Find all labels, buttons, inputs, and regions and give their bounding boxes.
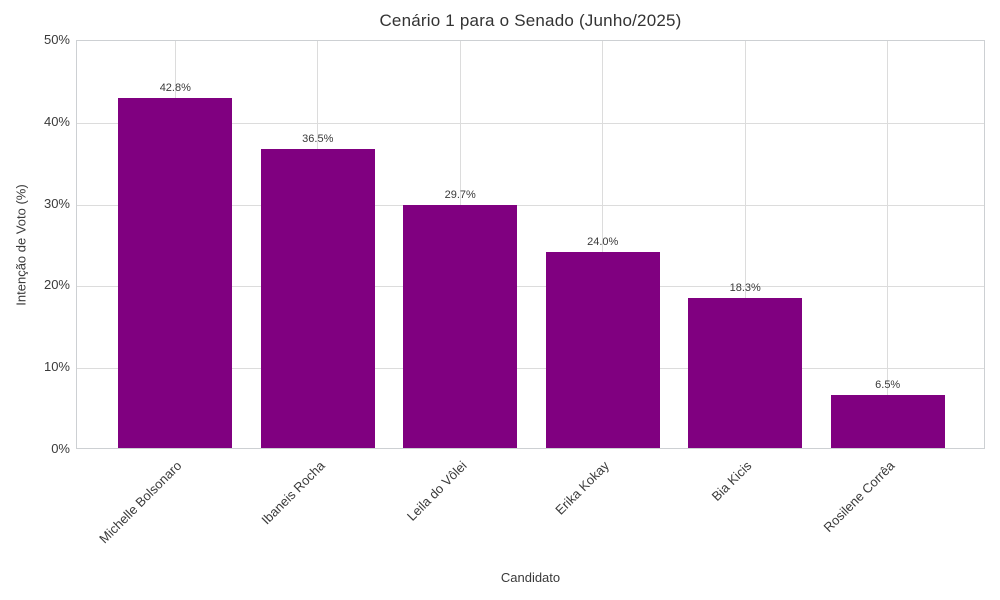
- x-tick-label: Rosilene Corrêa: [820, 458, 898, 536]
- y-tick-label: 20%: [43, 277, 70, 293]
- horizontal-gridline: [77, 122, 984, 124]
- bar: [545, 251, 660, 448]
- y-tick-label: 40%: [43, 113, 70, 129]
- x-axis-tick-labels: Michelle Bolsonaro Ibaneis Rocha Leila do …: [76, 451, 985, 566]
- vertical-gridline: [602, 41, 604, 448]
- x-tick-label: Leila do Vôlei: [404, 458, 470, 524]
- bar: [118, 97, 233, 448]
- vertical-gridline: [744, 41, 746, 448]
- bar-value-label: 36.5%: [302, 133, 334, 146]
- plot-area: 42.8% 36.5% 29.7% 24.0% 18.3% 6.5%: [76, 40, 985, 449]
- horizontal-gridline: [77, 368, 984, 370]
- x-tick-label: Erika Kokay: [552, 458, 613, 518]
- x-axis-title: Candidato: [500, 570, 561, 585]
- bar-value-label: 18.3%: [729, 282, 761, 295]
- bar-value-label: 6.5%: [875, 378, 901, 391]
- x-tick-label: Bia Kicis: [708, 458, 755, 504]
- y-tick-label: 10%: [43, 359, 70, 375]
- horizontal-gridline: [77, 286, 984, 288]
- bar-value-label: 29.7%: [444, 189, 476, 202]
- bar: [260, 149, 375, 448]
- y-tick-label: 30%: [43, 195, 70, 211]
- bar: [830, 394, 945, 448]
- x-tick-label: Michelle Bolsonaro: [96, 458, 185, 547]
- bar-value-label: 24.0%: [587, 235, 619, 248]
- bar-value-label: 42.8%: [159, 81, 191, 94]
- y-axis-tick-labels: 0% 10% 20% 30% 40% 50%: [0, 32, 70, 456]
- chart-title: Cenário 1 para o Senado (Junho/2025): [379, 11, 682, 30]
- horizontal-gridline: [77, 204, 984, 206]
- x-tick-label: Ibaneis Rocha: [258, 458, 328, 528]
- y-tick-label: 50%: [43, 32, 70, 47]
- y-tick-label: 0%: [51, 441, 70, 456]
- bar: [403, 205, 518, 448]
- vertical-gridline: [887, 41, 889, 448]
- bar: [688, 298, 803, 448]
